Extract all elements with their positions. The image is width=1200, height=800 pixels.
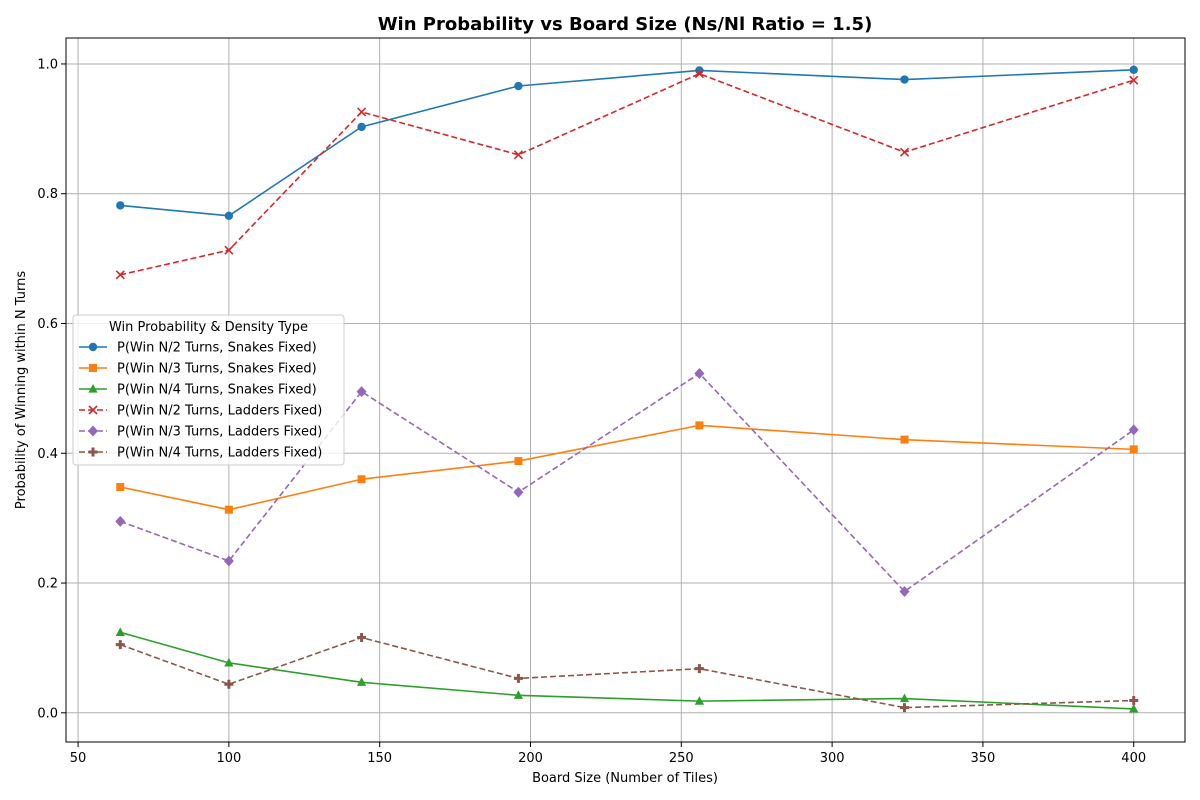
x-tick-label: 200 (518, 751, 543, 766)
series-line (120, 72, 1134, 276)
data-point (1129, 65, 1138, 74)
series-line (120, 636, 1134, 709)
legend-item: P(Win N/2 Turns, Ladders Fixed) (79, 404, 322, 419)
series-group (115, 65, 1139, 713)
data-point (116, 201, 125, 210)
legend-item: P(Win N/4 Turns, Ladders Fixed) (79, 446, 322, 461)
plot-frame (65, 37, 1186, 743)
data-point (223, 555, 234, 567)
data-point (900, 435, 909, 444)
legend-marker (88, 425, 98, 437)
legend: Win Probability & Density Type P(Win N/2 … (72, 314, 345, 466)
data-point (899, 147, 910, 157)
data-point (513, 673, 523, 683)
y-tick-label: 0.2 (37, 577, 58, 592)
legend-label: P(Win N/4 Turns, Snakes Fixed) (117, 383, 317, 398)
series-2 (116, 421, 1138, 514)
legend-label: P(Win N/4 Turns, Ladders Fixed) (117, 446, 322, 461)
y-tick-label: 0.8 (37, 187, 58, 202)
data-point (357, 633, 367, 643)
legend-item: P(Win N/2 Turns, Snakes Fixed) (79, 341, 317, 356)
data-point (356, 386, 367, 398)
data-point (115, 640, 125, 650)
x-tick-label: 350 (971, 751, 996, 766)
x-axis-ticks: 50 100 150 200 250 300 350 400 (70, 742, 1146, 766)
legend-label: P(Win N/2 Turns, Snakes Fixed) (117, 341, 317, 356)
data-point (513, 150, 523, 160)
data-point (1128, 424, 1139, 436)
series-4 (115, 69, 1139, 280)
data-point (357, 475, 366, 484)
series-5 (115, 367, 1139, 597)
legend-box (72, 314, 345, 466)
data-point (694, 696, 704, 705)
data-point (514, 457, 523, 466)
legend-marker (88, 384, 98, 393)
data-point (224, 245, 234, 255)
data-point (900, 75, 909, 84)
data-point (1129, 703, 1139, 713)
data-point (115, 270, 125, 280)
series-1 (116, 65, 1138, 220)
legend-marker (88, 405, 98, 415)
data-point (356, 677, 367, 686)
legend-marker (89, 364, 97, 372)
data-point (513, 690, 524, 699)
y-axis-ticks: 0.0 0.2 0.4 0.6 0.8 1.0 (37, 57, 66, 721)
legend-label: P(Win N/2 Turns, Ladders Fixed) (117, 404, 322, 419)
data-point (357, 122, 366, 132)
x-tick-label: 250 (669, 751, 694, 766)
data-point (899, 703, 909, 713)
data-point (899, 585, 910, 597)
series-3 (115, 627, 1139, 713)
y-tick-label: 0.6 (37, 317, 58, 332)
legend-title: Win Probability & Density Type (109, 320, 308, 335)
legend-marker (88, 447, 98, 457)
legend-label: P(Win N/3 Turns, Ladders Fixed) (117, 425, 322, 440)
data-point (1129, 75, 1139, 85)
data-point (224, 657, 234, 667)
data-point (357, 107, 367, 117)
x-tick-label: 150 (367, 751, 392, 766)
legend-label: P(Win N/3 Turns, Snakes Fixed) (117, 362, 317, 377)
legend-item: P(Win N/3 Turns, Ladders Fixed) (79, 425, 322, 440)
data-point (115, 515, 126, 527)
data-point (1129, 695, 1139, 705)
data-point (694, 69, 704, 79)
legend-item: P(Win N/3 Turns, Snakes Fixed) (79, 362, 317, 377)
y-axis-label: Probability of Winning within N Turns (14, 271, 29, 509)
x-axis-label: Board Size (Number of Tiles) (532, 771, 718, 786)
data-point (116, 483, 125, 492)
x-tick-label: 50 (70, 751, 87, 766)
y-tick-label: 0.0 (37, 706, 58, 721)
data-point (1129, 445, 1138, 454)
data-point (899, 693, 910, 703)
data-point (224, 679, 234, 689)
data-point (695, 421, 704, 430)
x-tick-label: 400 (1121, 751, 1146, 766)
x-tick-label: 100 (216, 751, 241, 766)
x-tick-label: 300 (820, 751, 845, 766)
data-point (115, 627, 125, 636)
legend-item: P(Win N/4 Turns, Snakes Fixed) (79, 383, 317, 398)
y-tick-label: 1.0 (37, 57, 58, 72)
y-tick-label: 0.4 (37, 447, 58, 462)
series-line (120, 631, 1134, 710)
chart-title: Win Probability vs Board Size (Ns/Nl Rat… (378, 14, 873, 35)
data-point (694, 367, 705, 379)
data-point (224, 211, 234, 220)
data-point (694, 664, 704, 674)
data-point (514, 81, 523, 91)
series-6 (115, 633, 1139, 713)
legend-marker (88, 342, 98, 352)
data-point (224, 505, 233, 514)
data-point (513, 486, 524, 498)
